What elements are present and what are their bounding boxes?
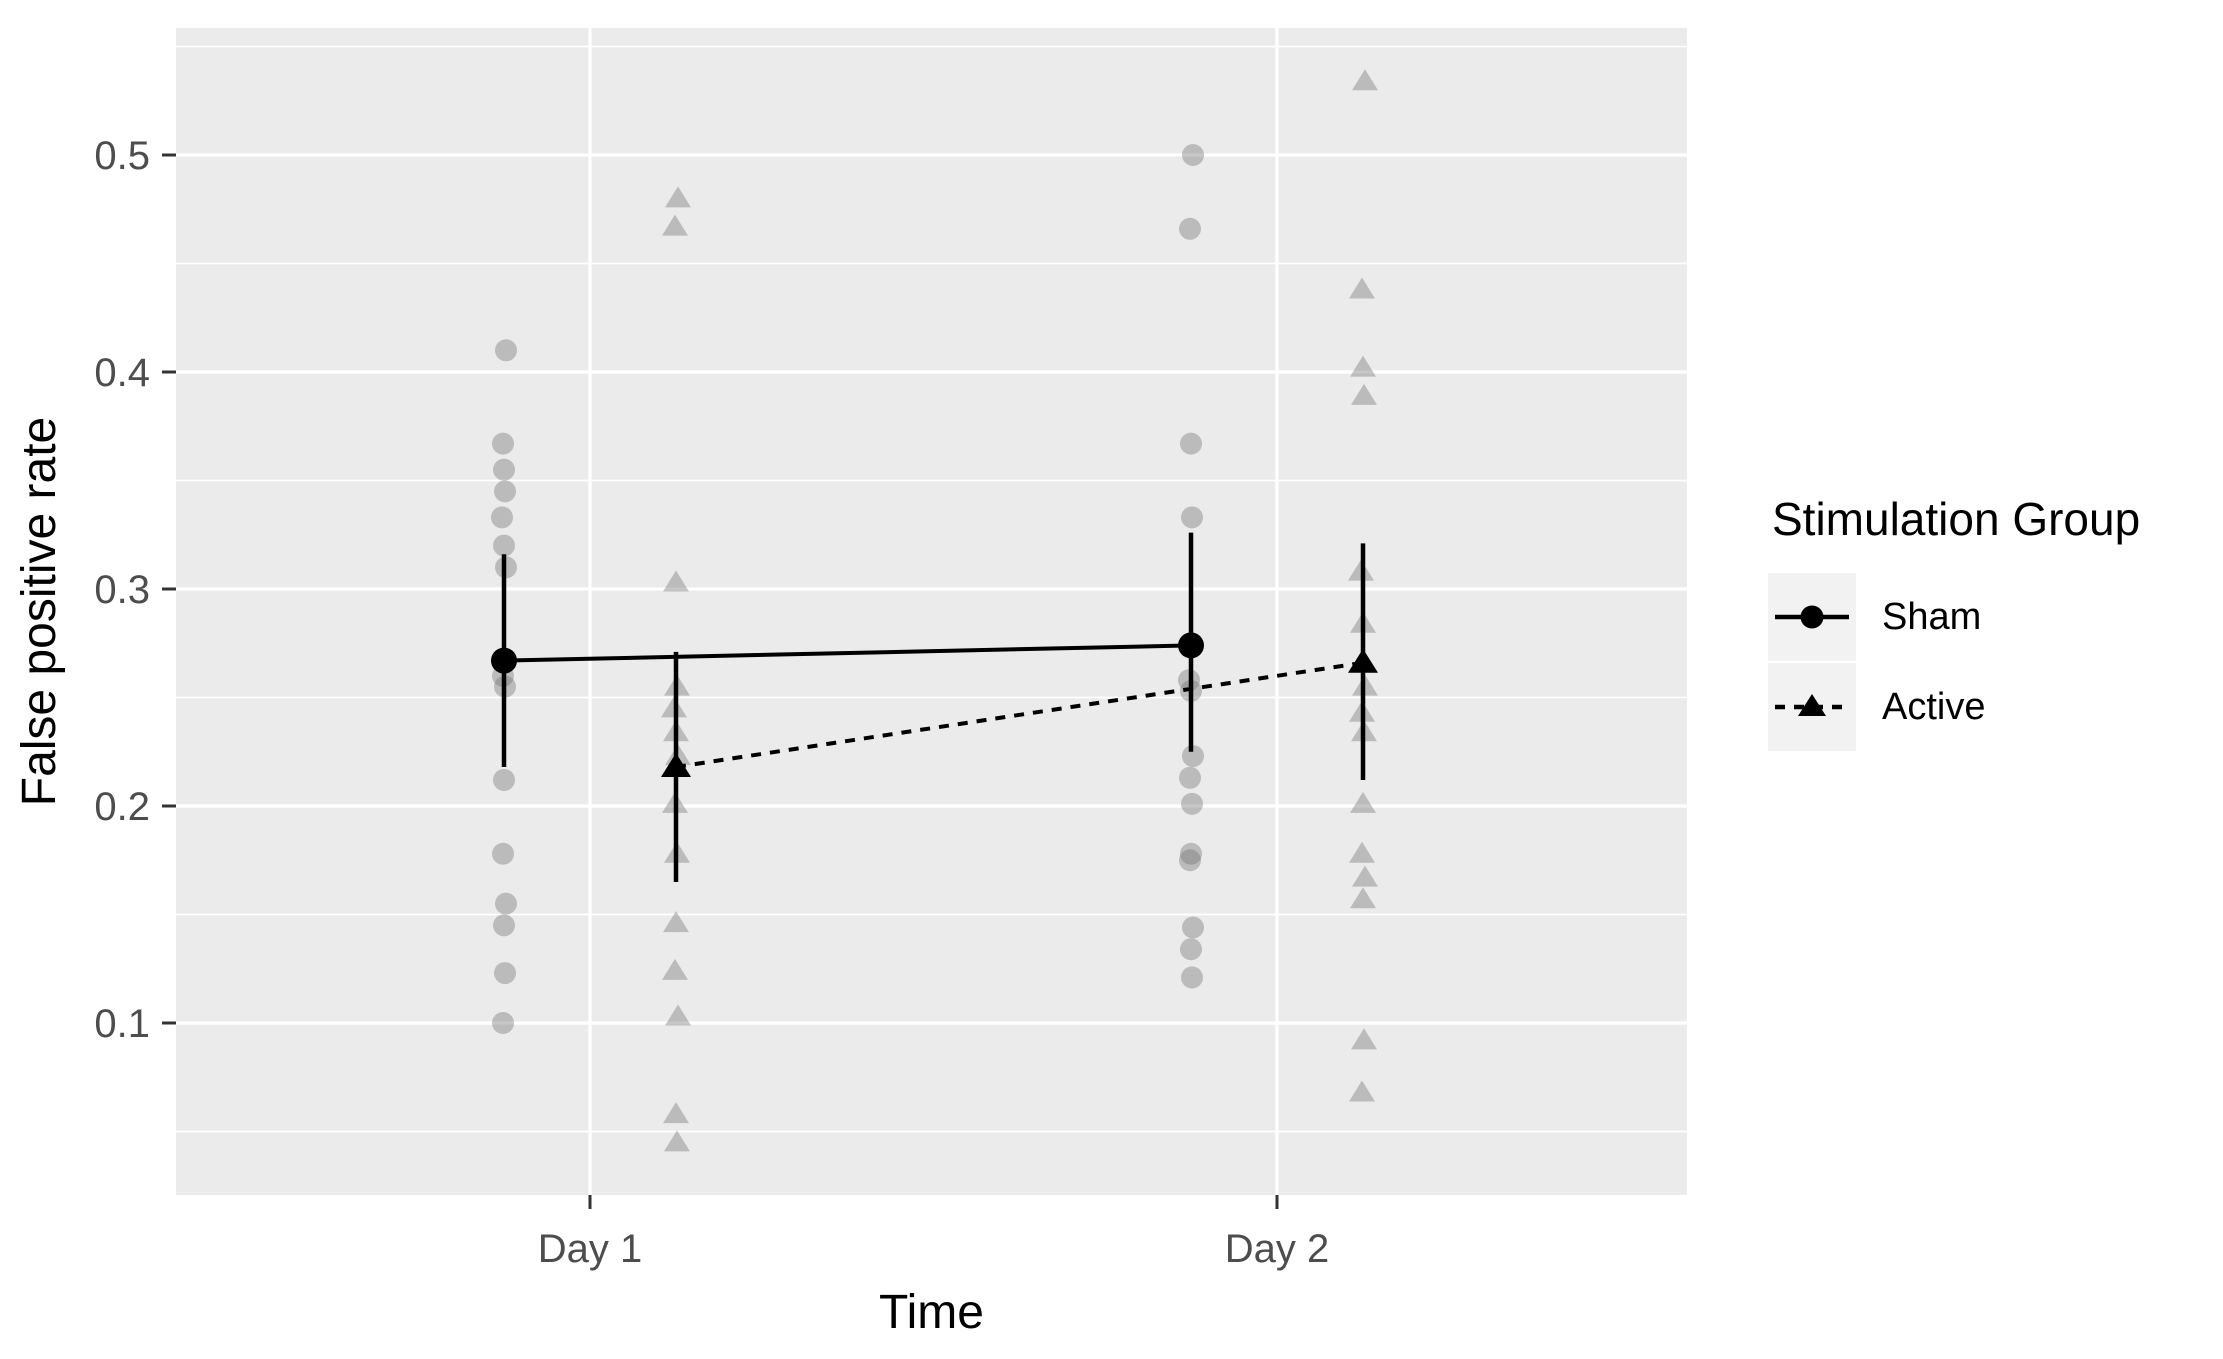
data-point-active bbox=[662, 214, 688, 236]
y-tick-label: 0.2 bbox=[94, 785, 150, 829]
y-tick-label: 0.5 bbox=[94, 134, 150, 178]
data-point-active bbox=[663, 911, 689, 933]
data-point-sham bbox=[494, 962, 516, 985]
data-point-sham bbox=[491, 506, 513, 529]
data-point-active bbox=[664, 1130, 690, 1152]
data-point-active bbox=[663, 1102, 689, 1124]
data-point-sham bbox=[493, 768, 515, 791]
x-axis-title: Time bbox=[879, 1286, 984, 1339]
active-dotted-triangle-icon bbox=[1775, 694, 1849, 716]
data-point-active bbox=[1349, 841, 1375, 863]
panel-background bbox=[176, 28, 1687, 1195]
legend-label-active: Active bbox=[1882, 685, 1986, 728]
data-point-sham bbox=[1179, 849, 1201, 872]
data-point-sham bbox=[492, 432, 514, 455]
mean-point-sham bbox=[491, 647, 517, 674]
data-point-sham bbox=[1180, 432, 1202, 455]
data-point-active bbox=[665, 186, 691, 208]
data-point-active bbox=[1349, 1080, 1375, 1102]
data-point-active bbox=[1352, 865, 1378, 887]
legend-key-active bbox=[1768, 663, 1856, 751]
y-axis-title: False positive rate bbox=[13, 417, 66, 807]
data-point-sham bbox=[1182, 916, 1204, 939]
data-point-sham bbox=[493, 914, 515, 937]
mean-point-sham bbox=[1178, 632, 1204, 659]
data-point-active bbox=[1350, 355, 1376, 377]
y-tick-label: 0.4 bbox=[94, 351, 150, 395]
data-point-sham bbox=[1180, 938, 1202, 961]
legend-label-sham: Sham bbox=[1882, 595, 1982, 638]
data-point-active bbox=[1351, 1028, 1377, 1050]
legend-entry-active: Active bbox=[1768, 662, 2140, 752]
data-point-active bbox=[1350, 791, 1376, 813]
data-point-sham bbox=[1179, 766, 1201, 789]
data-point-sham bbox=[495, 339, 517, 362]
data-point-sham bbox=[492, 1012, 514, 1034]
mean-line-active bbox=[675, 660, 1364, 769]
data-point-sham bbox=[1180, 842, 1202, 865]
legend-title: Stimulation Group bbox=[1772, 493, 2141, 545]
data-point-sham bbox=[493, 534, 515, 557]
data-point-active bbox=[1352, 69, 1378, 91]
data-point-active bbox=[663, 570, 689, 592]
data-point-sham bbox=[1179, 217, 1201, 240]
sham-line-circle-icon bbox=[1775, 605, 1849, 629]
y-tick-label: 0.3 bbox=[94, 568, 150, 612]
legend-key-sham bbox=[1768, 573, 1856, 661]
mean-line-sham bbox=[503, 643, 1192, 663]
x-tick-label: Day 2 bbox=[1225, 1227, 1330, 1271]
mean-point-active bbox=[661, 752, 691, 777]
data-point-sham bbox=[1181, 966, 1203, 989]
data-point-sham bbox=[493, 458, 515, 481]
data-point-sham bbox=[1182, 745, 1204, 768]
x-tick-label: Day 1 bbox=[538, 1227, 643, 1271]
data-point-sham bbox=[1181, 792, 1203, 815]
data-point-sham bbox=[1182, 144, 1204, 166]
data-point-sham bbox=[1181, 506, 1203, 529]
data-point-active bbox=[665, 1004, 691, 1026]
data-point-sham bbox=[494, 480, 516, 503]
data-point-sham bbox=[492, 842, 514, 865]
data-point-active bbox=[1350, 887, 1376, 909]
legend-entry-sham: Sham bbox=[1768, 572, 2140, 662]
legend: Stimulation Group Sham Active bbox=[1740, 492, 2140, 752]
data-point-active bbox=[1349, 277, 1375, 299]
data-point-active bbox=[662, 958, 688, 980]
y-tick-label: 0.1 bbox=[94, 1002, 150, 1046]
data-point-active bbox=[1351, 383, 1377, 405]
data-point-sham bbox=[495, 892, 517, 915]
mean-point-active bbox=[1348, 648, 1378, 673]
